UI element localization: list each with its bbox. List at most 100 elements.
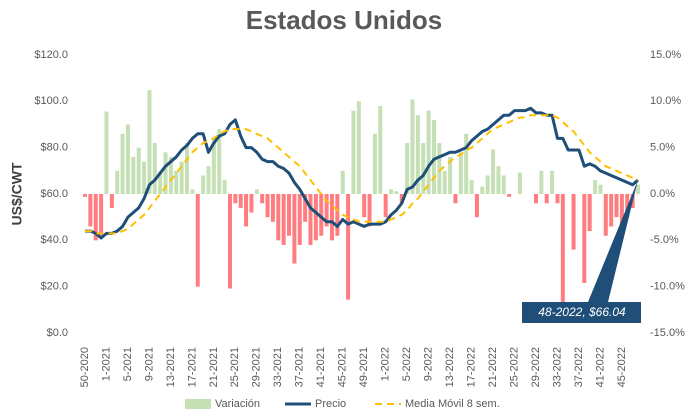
callout-box — [522, 180, 641, 323]
legend-swatch — [185, 399, 211, 409]
bar — [340, 170, 345, 194]
bar — [281, 194, 286, 245]
bar — [426, 110, 431, 194]
x-tick-label: 29-2021 — [251, 347, 263, 387]
x-tick-label: 50-2020 — [79, 347, 91, 387]
bar — [88, 194, 93, 227]
x-tick-label: 41-2021 — [315, 347, 327, 387]
x-tick-label: 33-2021 — [272, 347, 284, 387]
bar — [287, 194, 292, 236]
x-tick-label: 29-2022 — [530, 347, 542, 387]
y-tick-label: $20.0 — [40, 281, 68, 293]
bar — [362, 194, 367, 218]
x-tick-label: 21-2022 — [487, 347, 499, 387]
bar — [168, 156, 173, 194]
x-tick-label: 17-2022 — [465, 347, 477, 387]
legend-label: Precio — [315, 398, 346, 410]
bar — [163, 152, 168, 194]
bar — [109, 194, 114, 208]
bar — [560, 194, 565, 310]
bar — [335, 194, 340, 236]
bar — [329, 194, 334, 241]
bar — [550, 170, 555, 194]
x-tick-label: 45-2022 — [616, 347, 628, 387]
bar — [593, 180, 598, 194]
x-tick-label: 41-2022 — [594, 347, 606, 387]
bar — [211, 138, 216, 194]
bar — [485, 175, 490, 194]
bar — [367, 194, 372, 227]
bar — [544, 194, 549, 204]
bar — [238, 194, 243, 208]
x-tick-label: 21-2021 — [208, 347, 220, 387]
bar — [270, 194, 275, 222]
bar — [174, 170, 179, 194]
y2-tick-label: 15.0% — [650, 49, 681, 61]
bar — [389, 189, 394, 194]
bar — [603, 194, 608, 236]
bar — [474, 194, 479, 218]
bar — [83, 194, 87, 197]
bar — [464, 133, 469, 194]
price-line — [85, 106, 639, 240]
bar — [587, 194, 592, 232]
x-tick-label: 9-2022 — [423, 347, 435, 381]
bar — [383, 194, 388, 218]
x-tick-label: 17-2021 — [186, 347, 198, 387]
y2-tick-label: -10.0% — [650, 281, 685, 293]
bar — [308, 194, 313, 245]
bar — [405, 143, 410, 194]
moving-average-line — [85, 114, 639, 235]
bar — [421, 143, 426, 194]
bar — [227, 194, 232, 289]
bar — [206, 166, 211, 194]
bar — [217, 129, 222, 194]
bar — [356, 101, 361, 194]
bar — [125, 124, 130, 194]
x-tick-label: 13-2022 — [444, 347, 456, 387]
bar — [244, 194, 249, 227]
bar — [378, 105, 383, 194]
x-tick-label: 1-2022 — [380, 347, 392, 381]
bar — [346, 194, 351, 300]
y-tick-label: $60.0 — [40, 188, 68, 200]
bar — [152, 143, 157, 194]
bar — [136, 147, 141, 194]
bar — [582, 194, 587, 283]
bar — [351, 110, 356, 194]
x-tick-label: 25-2022 — [508, 347, 520, 387]
bar — [249, 194, 254, 213]
bar — [614, 194, 619, 218]
x-tick-label: 5-2022 — [401, 347, 413, 381]
bar — [517, 172, 522, 194]
bar — [410, 99, 415, 194]
bar — [496, 166, 501, 194]
x-tick-label: 9-2021 — [143, 347, 155, 381]
bar — [501, 175, 506, 194]
bar — [115, 170, 120, 194]
bar — [131, 156, 136, 194]
bar — [292, 194, 297, 264]
bar — [539, 170, 544, 194]
bar — [507, 194, 512, 197]
bar — [372, 133, 377, 194]
y2-tick-label: 10.0% — [650, 95, 681, 107]
bar — [104, 111, 109, 194]
y-tick-label: $100.0 — [34, 95, 68, 107]
x-tick-label: 33-2022 — [551, 347, 563, 387]
bar — [598, 184, 603, 194]
chart-title: Estados Unidos — [246, 5, 442, 35]
legend-label: Media Móvil 8 sem. — [405, 398, 500, 410]
bar — [190, 189, 195, 194]
bar — [313, 194, 318, 241]
bar — [319, 194, 324, 236]
bar — [201, 175, 206, 194]
x-tick-label: 13-2021 — [165, 347, 177, 387]
y2-tick-label: -5.0% — [650, 234, 679, 246]
bar — [93, 194, 98, 241]
bar — [437, 143, 442, 194]
bar — [394, 191, 399, 194]
bar — [260, 194, 265, 204]
bar — [276, 194, 281, 241]
